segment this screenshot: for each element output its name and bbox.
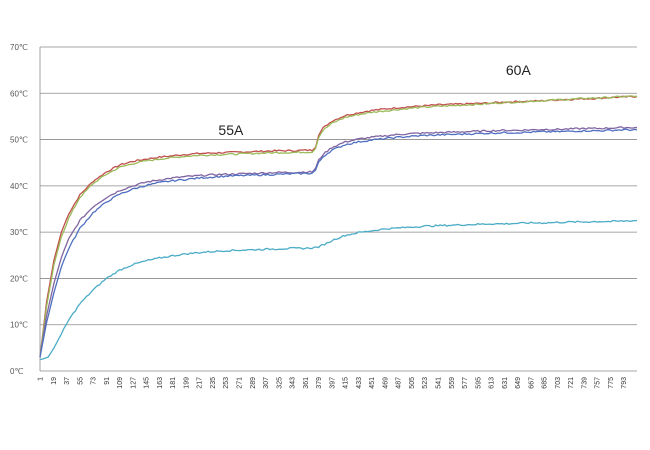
x-tick-label: 451 xyxy=(369,377,376,389)
x-axis-ticks: 1 19 37 55 73 91 109 127 145 163 181 199 217 235 253 27… xyxy=(38,377,629,389)
annotation-layer: 55A 60A xyxy=(218,62,531,138)
x-tick-label: 721 xyxy=(568,377,575,389)
grid-layer xyxy=(39,46,637,372)
series-line-5 xyxy=(39,219,638,361)
x-tick-label: 271 xyxy=(237,377,244,389)
x-tick-label: 577 xyxy=(462,377,469,389)
series-line-1 xyxy=(39,95,638,358)
x-tick-label: 667 xyxy=(528,377,535,389)
y-tick-label: 0℃ xyxy=(10,367,23,376)
x-tick-label: 199 xyxy=(183,377,190,389)
x-tick-label: 595 xyxy=(475,377,482,389)
series-line-3 xyxy=(39,126,638,358)
y-tick-label: 70℃ xyxy=(10,43,28,52)
x-tick-label: 415 xyxy=(343,377,350,389)
x-tick-label: 793 xyxy=(621,377,628,389)
annotation-label: 60A xyxy=(506,62,532,78)
x-tick-label: 649 xyxy=(515,377,522,389)
x-tick-label: 91 xyxy=(104,377,111,385)
x-tick-label: 631 xyxy=(502,377,509,389)
y-tick-label: 50℃ xyxy=(10,136,28,145)
x-tick-label: 127 xyxy=(130,377,137,389)
x-tick-label: 307 xyxy=(263,377,270,389)
x-tick-label: 343 xyxy=(290,377,297,389)
x-tick-label: 145 xyxy=(144,377,151,389)
x-tick-label: 235 xyxy=(210,377,217,389)
x-tick-label: 757 xyxy=(595,377,602,389)
annotation-label: 55A xyxy=(218,122,244,138)
x-tick-label: 19 xyxy=(51,377,58,385)
y-tick-label: 60℃ xyxy=(10,89,28,98)
x-tick-label: 361 xyxy=(303,377,310,389)
y-tick-label: 20℃ xyxy=(10,274,28,283)
x-tick-label: 379 xyxy=(316,377,323,389)
x-tick-label: 253 xyxy=(223,377,230,389)
x-tick-label: 523 xyxy=(422,377,429,389)
x-tick-label: 289 xyxy=(250,377,257,389)
x-tick-label: 703 xyxy=(555,377,562,389)
x-tick-label: 217 xyxy=(197,377,204,389)
x-tick-label: 73 xyxy=(91,377,98,385)
x-tick-label: 505 xyxy=(409,377,416,389)
x-tick-label: 1 xyxy=(38,377,45,381)
series-line-2 xyxy=(39,95,638,358)
y-tick-label: 10℃ xyxy=(10,321,28,330)
x-tick-label: 613 xyxy=(489,377,496,389)
x-tick-label: 37 xyxy=(64,377,71,385)
x-tick-label: 397 xyxy=(329,377,336,389)
x-tick-label: 163 xyxy=(157,377,164,389)
x-tick-label: 433 xyxy=(356,377,363,389)
x-tick-label: 775 xyxy=(608,377,615,389)
series-line-4 xyxy=(39,128,638,358)
y-tick-label: 30℃ xyxy=(10,228,28,237)
x-tick-label: 325 xyxy=(276,377,283,389)
x-tick-label: 685 xyxy=(542,377,549,389)
x-tick-label: 109 xyxy=(117,377,124,389)
x-tick-label: 559 xyxy=(449,377,456,389)
x-tick-label: 541 xyxy=(436,377,443,389)
x-tick-label: 181 xyxy=(170,377,177,389)
x-tick-label: 739 xyxy=(581,377,588,389)
x-tick-label: 469 xyxy=(382,377,389,389)
x-tick-label: 487 xyxy=(396,377,403,389)
series-layer xyxy=(39,95,638,361)
y-axis-ticks: 0℃ 10℃ 20℃ 30℃ 40℃ 50℃ 60℃ 70℃ xyxy=(10,43,28,376)
y-tick-label: 40℃ xyxy=(10,182,28,191)
x-tick-label: 55 xyxy=(77,377,84,385)
